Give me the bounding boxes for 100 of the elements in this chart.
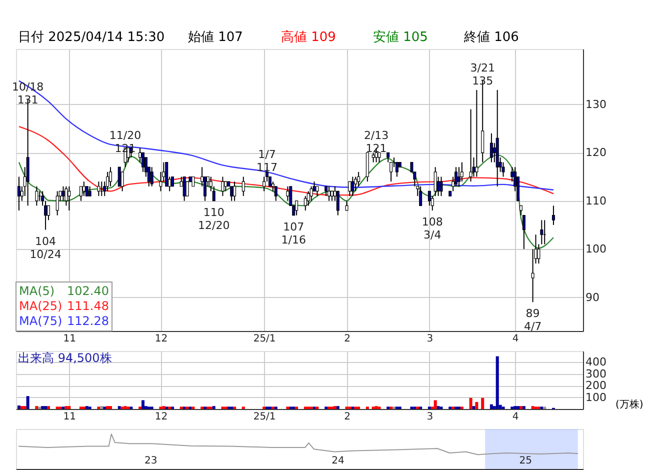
text: MA(75) xyxy=(19,314,62,328)
x-tick-label: 2 xyxy=(344,334,350,344)
candlestick xyxy=(120,171,124,192)
candlestick xyxy=(310,186,313,202)
candlestick xyxy=(118,166,121,187)
bar xyxy=(469,398,472,409)
candlestick xyxy=(510,166,514,182)
candlestick xyxy=(79,186,82,202)
candlestick xyxy=(351,176,354,197)
x-tick-label: 3 xyxy=(426,412,434,422)
candlestick xyxy=(316,186,319,197)
annotation: 89 4/7 xyxy=(524,307,542,334)
candlestick xyxy=(106,171,110,192)
bar xyxy=(434,400,437,409)
annotation: 104 10/24 xyxy=(30,234,62,261)
candlestick xyxy=(150,166,154,187)
bar xyxy=(41,406,44,409)
candlestick xyxy=(357,171,360,187)
candlestick xyxy=(17,176,20,211)
bar xyxy=(481,398,484,409)
x-tick-label: 2 xyxy=(344,412,350,422)
candlestick xyxy=(109,166,112,187)
candlestick xyxy=(345,200,348,211)
candlestick xyxy=(502,162,505,178)
candlestick xyxy=(44,200,48,230)
y-tick-label: 130 xyxy=(586,98,606,111)
bar xyxy=(472,406,476,409)
bar xyxy=(336,406,340,409)
text: MA(25) xyxy=(19,299,62,313)
text: 安値 105 xyxy=(373,29,428,45)
candlestick xyxy=(469,108,472,182)
candlestick xyxy=(62,186,65,202)
bar xyxy=(20,406,24,409)
bar xyxy=(162,406,166,409)
candlestick xyxy=(82,181,86,197)
x-tick-label: 25/1 xyxy=(253,334,276,344)
annotation: 3/21 135 xyxy=(470,61,495,88)
bar xyxy=(514,406,517,409)
candlestick xyxy=(46,205,50,221)
bar xyxy=(68,406,71,409)
candlestick xyxy=(324,186,328,197)
text: 始値 107 xyxy=(188,30,243,45)
candlestick xyxy=(192,176,195,187)
candlestick xyxy=(460,162,464,182)
bar xyxy=(35,406,38,409)
candlestick xyxy=(41,190,44,206)
candlestick xyxy=(306,190,310,206)
bar xyxy=(17,405,20,409)
y-tick-label: 300 xyxy=(586,367,606,380)
candlestick xyxy=(336,190,340,216)
bar xyxy=(436,406,440,409)
annotation: 107 1/16 xyxy=(281,220,306,246)
annotation: 2/13 121 xyxy=(364,128,389,155)
candlestick xyxy=(212,186,216,202)
x-tick-label: 23 xyxy=(144,456,158,466)
candlestick xyxy=(242,176,245,197)
candlestick xyxy=(490,132,493,163)
line-series xyxy=(18,126,554,196)
candlestick xyxy=(97,181,100,197)
x-tick-label: 4 xyxy=(512,412,519,422)
candlestick xyxy=(354,176,358,192)
candlestick xyxy=(395,162,398,178)
bar xyxy=(496,356,499,409)
bar xyxy=(46,406,50,409)
candlestick xyxy=(475,89,478,178)
candlestick xyxy=(171,176,174,187)
candlestick xyxy=(328,186,331,202)
y-tick-label: 400 xyxy=(586,356,606,369)
candlestick xyxy=(390,162,393,182)
x-tick-label: 12 xyxy=(154,412,168,422)
bar xyxy=(23,406,26,409)
annotation: 112.28 xyxy=(67,314,109,328)
bar xyxy=(100,406,104,409)
bar xyxy=(26,396,30,409)
candlestick xyxy=(224,181,228,192)
candlestick xyxy=(454,166,458,187)
candlestick xyxy=(233,181,236,202)
x-tick-label: 11 xyxy=(63,334,76,344)
y-tick-label: 200 xyxy=(586,379,606,392)
candlestick xyxy=(372,152,375,163)
chart-title: 日付 2025/04/14 15:30 xyxy=(18,30,165,45)
bar xyxy=(212,406,216,409)
bar xyxy=(44,406,48,409)
candlestick xyxy=(540,220,544,245)
x-tick-label: 11 xyxy=(63,412,76,422)
text: 終値 106 xyxy=(463,30,519,45)
text: 高値 109 xyxy=(281,29,336,45)
candlestick xyxy=(434,166,437,197)
bar xyxy=(333,406,336,409)
candlestick xyxy=(457,166,460,187)
bar xyxy=(85,406,88,409)
annotation: 110 12/20 xyxy=(198,206,230,232)
candlestick xyxy=(221,176,224,197)
candlestick xyxy=(141,152,144,172)
annotation: 102.40 xyxy=(67,284,109,298)
x-tick-label: 24 xyxy=(332,456,344,466)
candlestick xyxy=(295,200,298,216)
candlestick xyxy=(330,190,334,202)
candlestick xyxy=(552,205,555,226)
y-tick-label: 100 xyxy=(586,242,606,256)
